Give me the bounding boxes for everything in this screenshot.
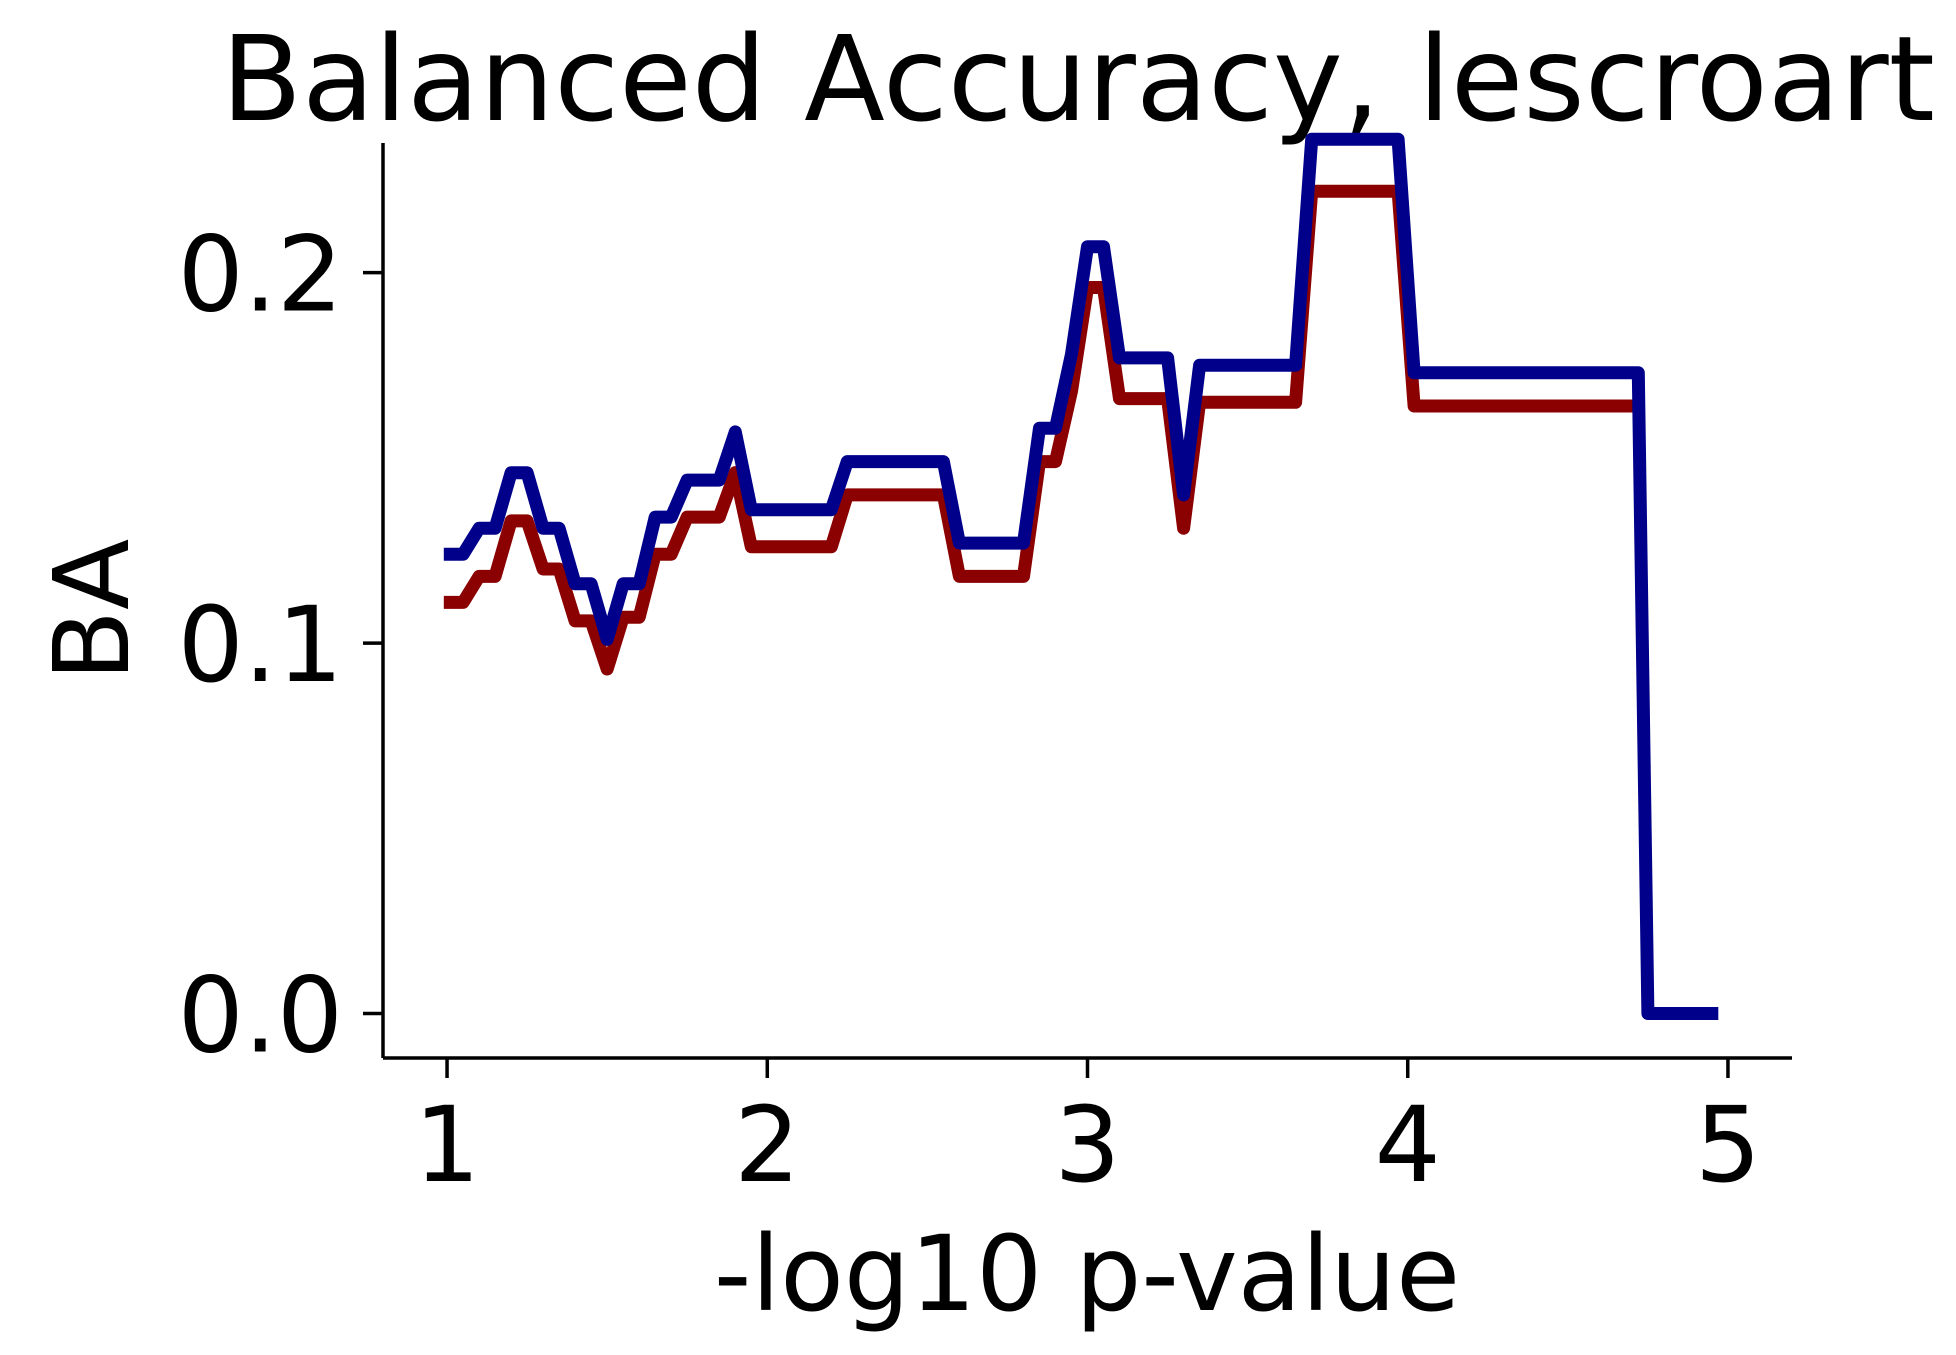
y-tick-label: 0.2 [178,214,343,336]
chart-title: Balanced Accuracy, lescroart [221,10,1935,148]
x-tick-label: 2 [734,1084,800,1206]
y-axis-ticks: 0.0 0.1 0.2 [178,214,383,1077]
x-tick-label: 5 [1695,1084,1761,1206]
y-axis-label: BA [31,539,153,682]
y-tick-label: 0.1 [178,584,343,706]
series-line-1 [443,184,1639,676]
x-tick-label: 3 [1054,1084,1120,1206]
x-axis-ticks: 1 2 3 4 5 [414,1058,1761,1206]
y-tick-label: 0.0 [178,955,343,1077]
series-line-2 [443,132,1719,1020]
plot-area [443,132,1719,1020]
x-axis-label: -log10 p-value [714,1213,1460,1335]
x-tick-label: 4 [1375,1084,1441,1206]
x-tick-label: 1 [414,1084,480,1206]
